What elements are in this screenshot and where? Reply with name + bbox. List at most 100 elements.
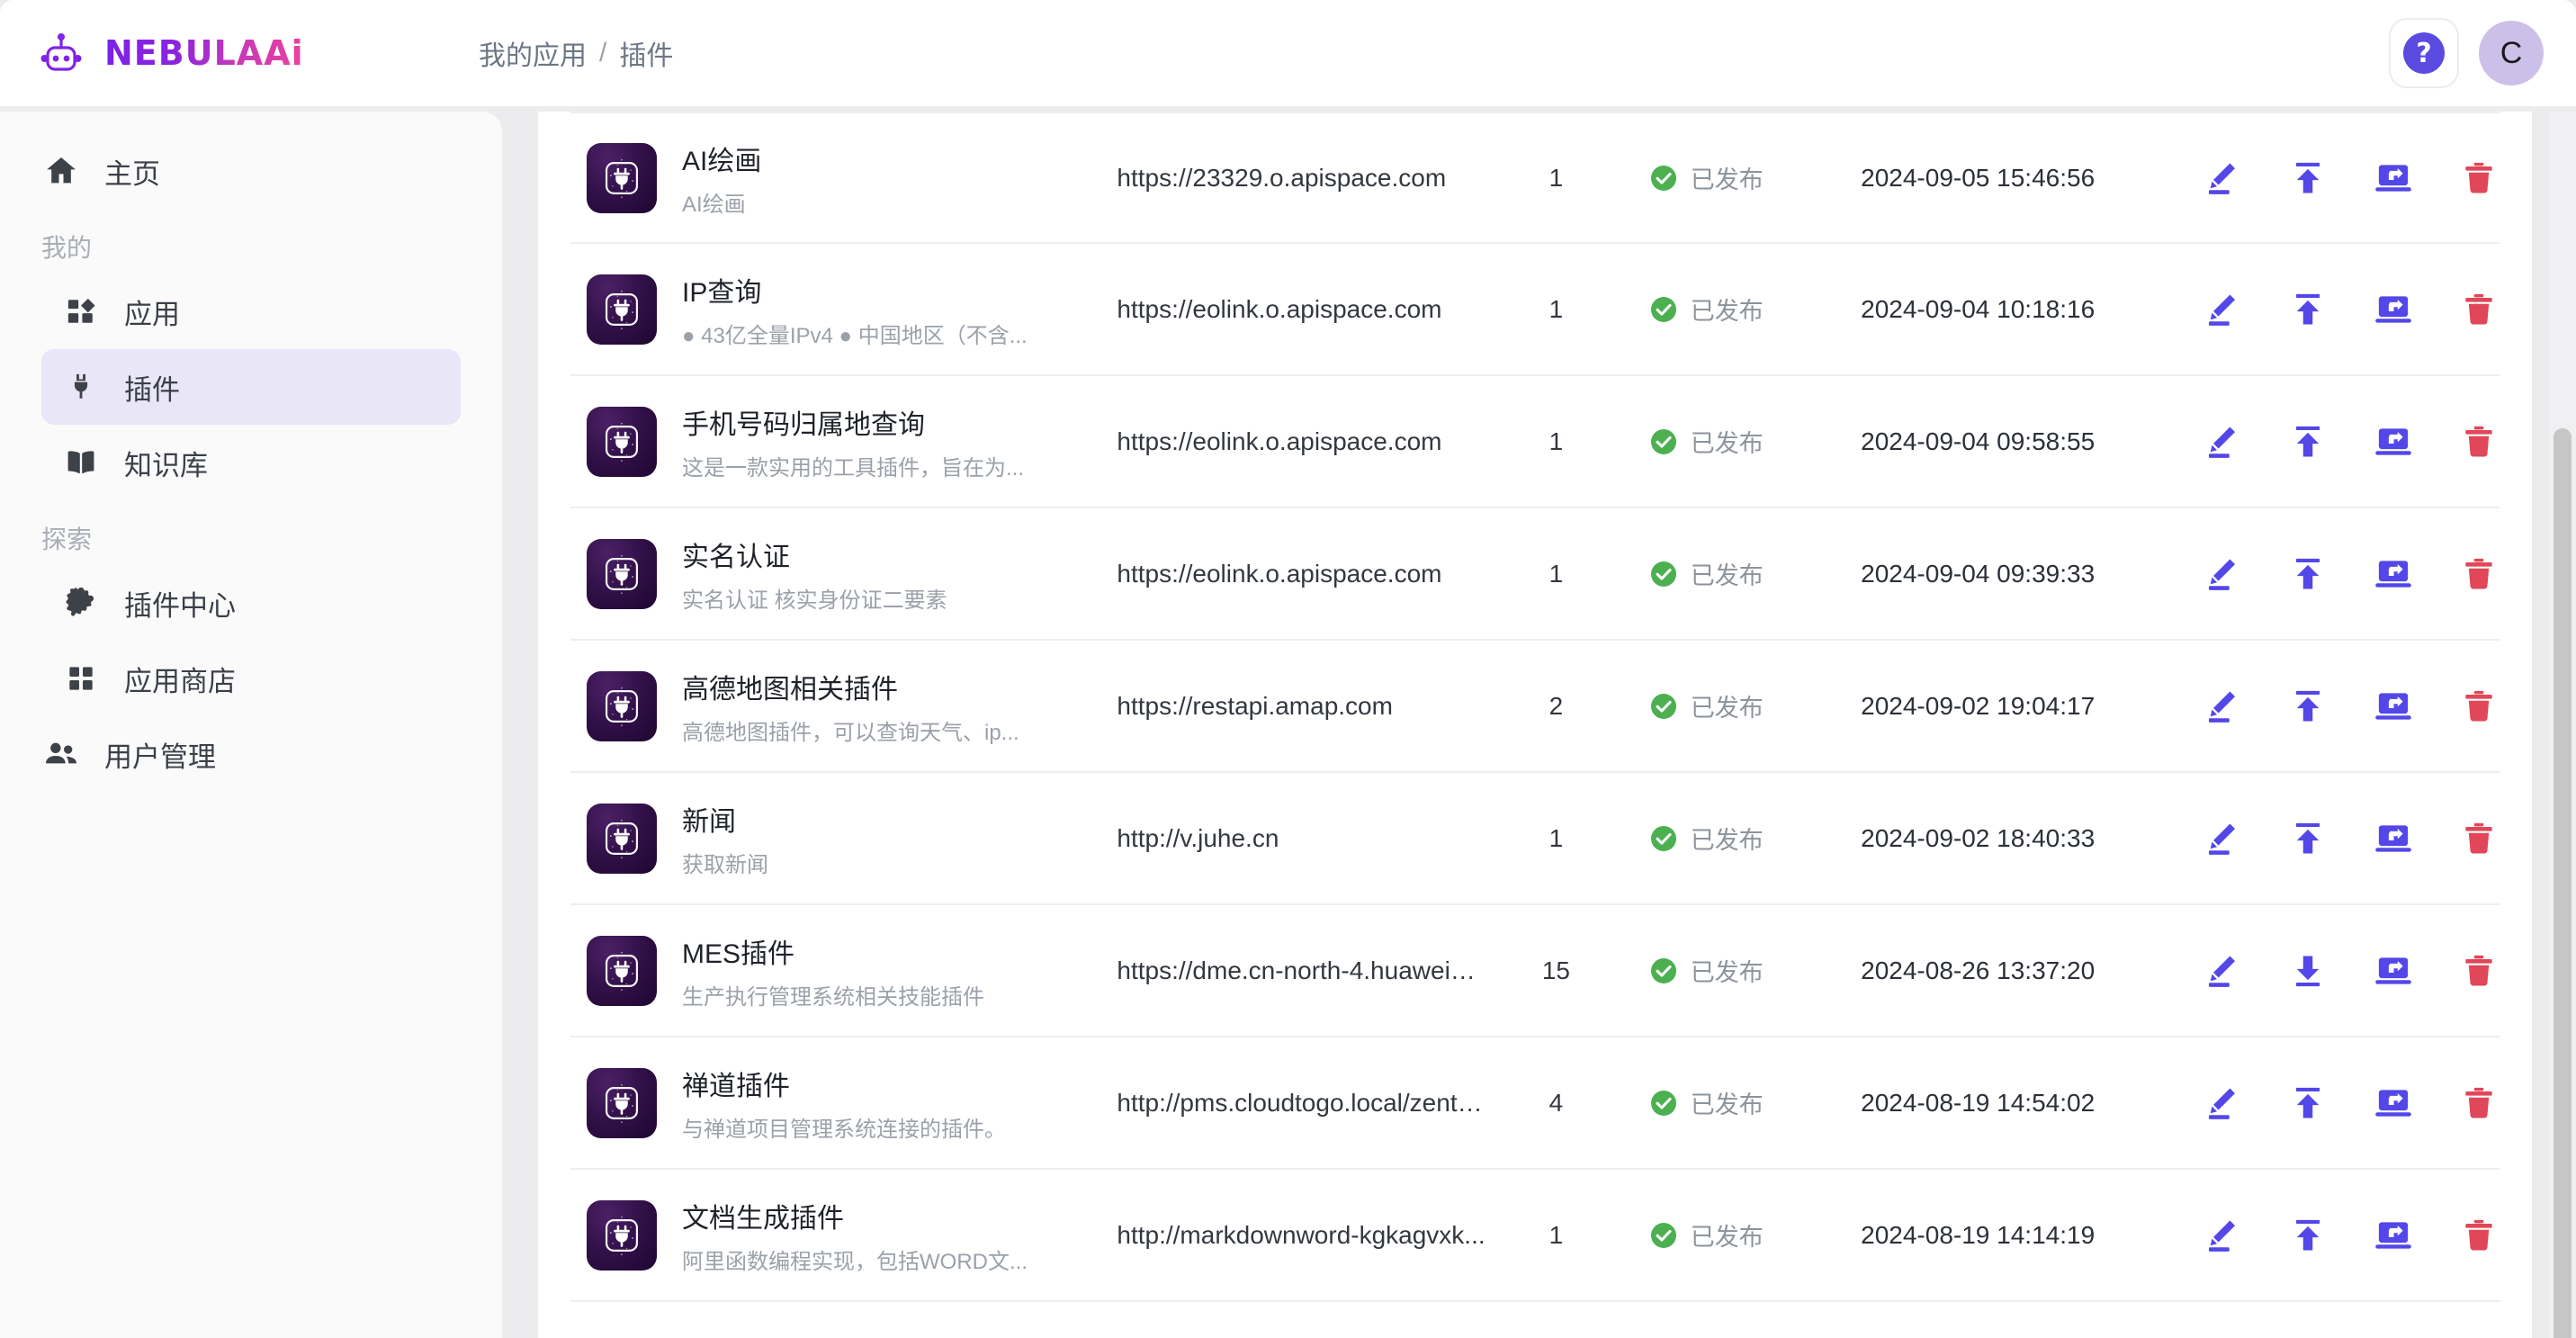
status-label: 已发布	[1690, 827, 1764, 854]
table-row[interactable]: 实名认证 实名认证 核实身份证二要素 https://eolink.o.apis…	[570, 508, 2500, 641]
row-actions	[2186, 1215, 2500, 1256]
delete-icon[interactable]	[2458, 818, 2500, 859]
page-scrollbar-thumb[interactable]	[2554, 428, 2572, 1338]
check-circle-icon	[1649, 824, 1678, 853]
open-icon[interactable]	[2373, 553, 2414, 595]
open-icon[interactable]	[2373, 950, 2414, 992]
delete-icon[interactable]	[2458, 686, 2500, 727]
edit-icon[interactable]	[2202, 1215, 2243, 1256]
check-circle-icon	[1649, 164, 1678, 193]
plugin-description: 实名认证 核实身份证二要素	[682, 588, 947, 613]
delete-icon[interactable]	[2458, 950, 2500, 992]
sidebar-item-plugin-center[interactable]: 插件中心	[41, 565, 461, 641]
plugin-list-panel: AI绘画 AI绘画 https://23329.o.apispace.com 1…	[538, 112, 2532, 1338]
plug-icon	[61, 367, 101, 407]
plugin-tool-count: 1	[1548, 559, 1564, 588]
table-row[interactable]: AI绘画 AI绘画 https://23329.o.apispace.com 1…	[570, 112, 2500, 244]
status-badge: 已发布	[1626, 953, 1861, 988]
plugin-name-block: 手机号码归属地查询 这是一款实用的工具插件，旨在为...	[682, 402, 1024, 481]
sidebar: 主页 我的 应用 插件	[0, 112, 502, 1338]
status-badge: 已发布	[1626, 1217, 1861, 1253]
delete-icon[interactable]	[2458, 1082, 2500, 1124]
sidebar-item-apps[interactable]: 应用	[41, 274, 461, 349]
plugin-title: MES插件	[682, 938, 795, 969]
upload-icon[interactable]	[2287, 421, 2329, 462]
plugin-name-block: 高德地图相关插件 高德地图插件，可以查询天气、ip...	[682, 667, 1019, 746]
plugin-tool-count: 4	[1548, 1088, 1564, 1117]
breadcrumb-parent[interactable]: 我的应用	[479, 41, 587, 71]
book-icon	[61, 443, 101, 482]
users-icon	[41, 734, 81, 774]
open-icon[interactable]	[2373, 1082, 2414, 1124]
plugin-description: 高德地图插件，可以查询天气、ip...	[682, 720, 1019, 745]
open-icon[interactable]	[2373, 818, 2414, 859]
upload-icon[interactable]	[2287, 686, 2329, 727]
page-scrollbar-track[interactable]	[2549, 112, 2576, 1338]
download-icon[interactable]	[2287, 950, 2329, 992]
brand-name: NEBULAAi	[104, 33, 304, 73]
upload-icon[interactable]	[2287, 289, 2329, 330]
status-label: 已发布	[1690, 298, 1764, 325]
status-label: 已发布	[1690, 430, 1764, 457]
upload-icon[interactable]	[2287, 818, 2329, 859]
open-icon[interactable]	[2373, 289, 2414, 330]
sidebar-section-mine: 我的	[41, 234, 93, 262]
sidebar-item-user-management[interactable]: 用户管理	[41, 716, 461, 792]
plugin-tool-count: 1	[1548, 294, 1564, 323]
plugin-updated-at: 2024-09-04 09:58:55	[1861, 427, 2096, 455]
row-actions	[2186, 289, 2500, 330]
plugin-icon	[587, 1199, 657, 1271]
sidebar-item-knowledge-base[interactable]: 知识库	[41, 425, 461, 500]
plugin-description: 这是一款实用的工具插件，旨在为...	[682, 455, 1025, 480]
plugin-title: AI绘画	[682, 146, 762, 176]
plugin-updated-at: 2024-09-02 19:04:17	[1861, 691, 2096, 720]
edit-icon[interactable]	[2202, 421, 2243, 462]
sidebar-item-plugins[interactable]: 插件	[41, 349, 461, 425]
table-row[interactable]: 新闻 获取新闻 http://v.juhe.cn 1 已发布 2024-09-0…	[570, 773, 2500, 905]
delete-icon[interactable]	[2458, 289, 2500, 330]
table-row[interactable]: 文档生成插件 阿里函数编程实现，包括WORD文... http://markdo…	[570, 1170, 2500, 1302]
plugin-tool-count: 1	[1548, 1220, 1564, 1249]
robot-icon	[36, 28, 86, 78]
open-icon[interactable]	[2373, 157, 2414, 199]
edit-icon[interactable]	[2202, 1082, 2243, 1124]
table-row[interactable]: 禅道插件 与禅道项目管理系统连接的插件。 http://pms.cloudtog…	[570, 1037, 2500, 1170]
status-badge: 已发布	[1626, 688, 1861, 723]
check-circle-icon	[1649, 1221, 1678, 1250]
breadcrumb-separator: /	[599, 38, 607, 67]
plugin-updated-at: 2024-08-26 13:37:20	[1861, 956, 2096, 984]
delete-icon[interactable]	[2458, 421, 2500, 462]
upload-icon[interactable]	[2287, 157, 2329, 199]
table-row[interactable]: MES插件 生产执行管理系统相关技能插件 https://dme.cn-nort…	[570, 905, 2500, 1037]
avatar[interactable]: C	[2479, 21, 2544, 85]
table-row[interactable]: 手机号码归属地查询 这是一款实用的工具插件，旨在为... https://eol…	[570, 376, 2500, 508]
brand-logo[interactable]: NEBULAAi	[36, 28, 468, 78]
table-row[interactable]: IP查询 ● 43亿全量IPv4 ● 中国地区（不含... https://eo…	[570, 244, 2500, 376]
status-label: 已发布	[1690, 562, 1764, 589]
upload-icon[interactable]	[2287, 1082, 2329, 1124]
edit-icon[interactable]	[2202, 289, 2243, 330]
edit-icon[interactable]	[2202, 686, 2243, 727]
plugin-icon	[587, 803, 657, 874]
edit-icon[interactable]	[2202, 818, 2243, 859]
edit-icon[interactable]	[2202, 950, 2243, 992]
breadcrumb-current: 插件	[619, 41, 674, 71]
delete-icon[interactable]	[2458, 1215, 2500, 1256]
delete-icon[interactable]	[2458, 553, 2500, 595]
upload-icon[interactable]	[2287, 1215, 2329, 1256]
sidebar-item-home[interactable]: 主页	[41, 133, 461, 209]
sidebar-item-app-store[interactable]: 应用商店	[41, 641, 461, 716]
help-button[interactable]: ?	[2389, 18, 2459, 88]
plugin-title: IP查询	[682, 277, 762, 308]
open-icon[interactable]	[2373, 686, 2414, 727]
top-header: NEBULAAi 我的应用 / 插件 ? C	[0, 0, 2576, 106]
open-icon[interactable]	[2373, 1215, 2414, 1256]
plugin-table: AI绘画 AI绘画 https://23329.o.apispace.com 1…	[538, 112, 2532, 1302]
upload-icon[interactable]	[2287, 553, 2329, 595]
edit-icon[interactable]	[2202, 553, 2243, 595]
edit-icon[interactable]	[2202, 157, 2243, 199]
open-icon[interactable]	[2373, 421, 2414, 462]
table-row[interactable]: 高德地图相关插件 高德地图插件，可以查询天气、ip... https://res…	[570, 641, 2500, 773]
delete-icon[interactable]	[2458, 157, 2500, 199]
plugin-updated-at: 2024-08-19 14:14:19	[1861, 1220, 2096, 1249]
